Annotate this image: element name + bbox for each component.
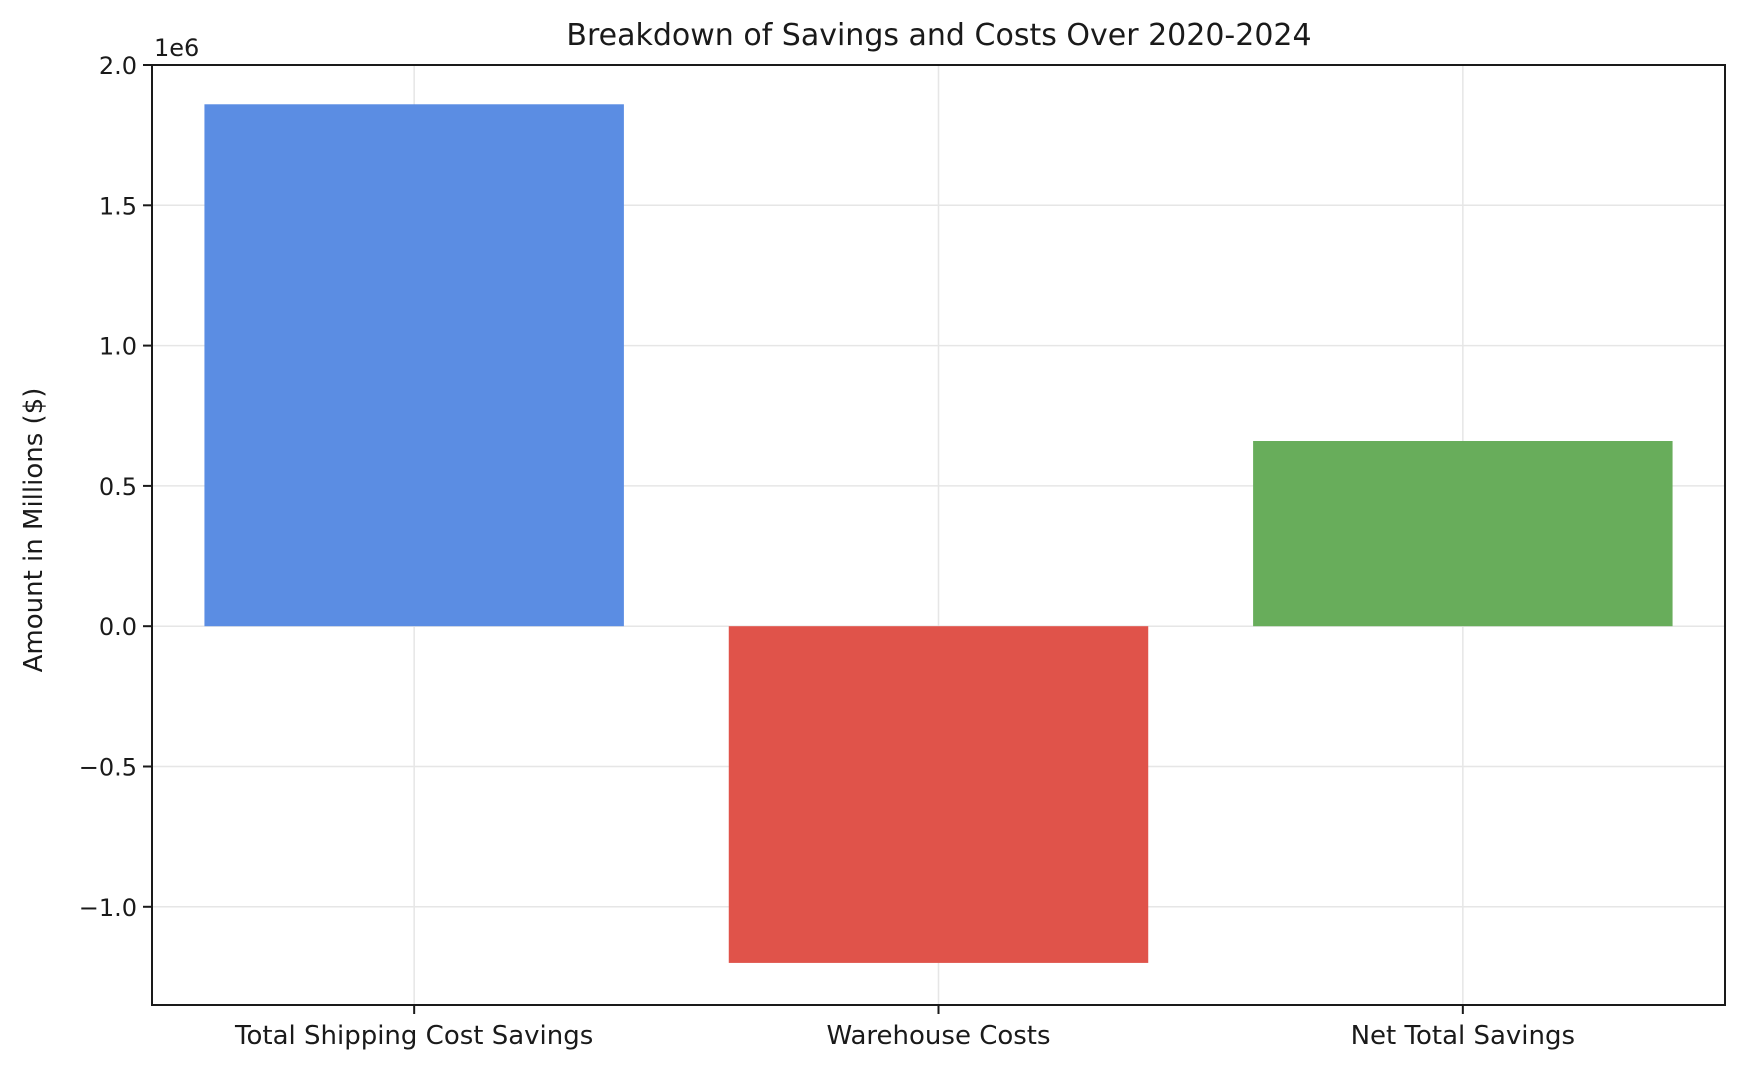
y-tick-label: 0.5 xyxy=(99,473,137,501)
x-tick-label: Warehouse Costs xyxy=(826,1021,1050,1051)
y-tick-label: 1.5 xyxy=(99,192,137,220)
bars xyxy=(204,104,1673,963)
x-tick-label: Total Shipping Cost Savings xyxy=(234,1021,593,1051)
y-axis-label: Amount in Millions ($) xyxy=(19,388,49,673)
y-tick-label: 2.0 xyxy=(99,52,137,80)
y-tick-label: 1.0 xyxy=(99,333,137,361)
y-tick-label: 0.0 xyxy=(99,613,137,641)
y-tick-label: −1.0 xyxy=(79,894,137,922)
axis-offset-label: 1e6 xyxy=(154,34,199,62)
chart-title: Breakdown of Savings and Costs Over 2020… xyxy=(566,18,1311,53)
x-tick-label: Net Total Savings xyxy=(1351,1021,1575,1051)
bar-total-shipping-cost-savings xyxy=(204,104,624,627)
y-tick-label: −0.5 xyxy=(79,753,137,781)
bar-warehouse-costs xyxy=(728,626,1149,963)
axis-ticks: −1.0 −0.5 0.0 0.5 1.0 1.5 2.0 Total Shipping Co… xyxy=(79,52,1575,1051)
bar-net-total-savings xyxy=(1253,441,1673,627)
